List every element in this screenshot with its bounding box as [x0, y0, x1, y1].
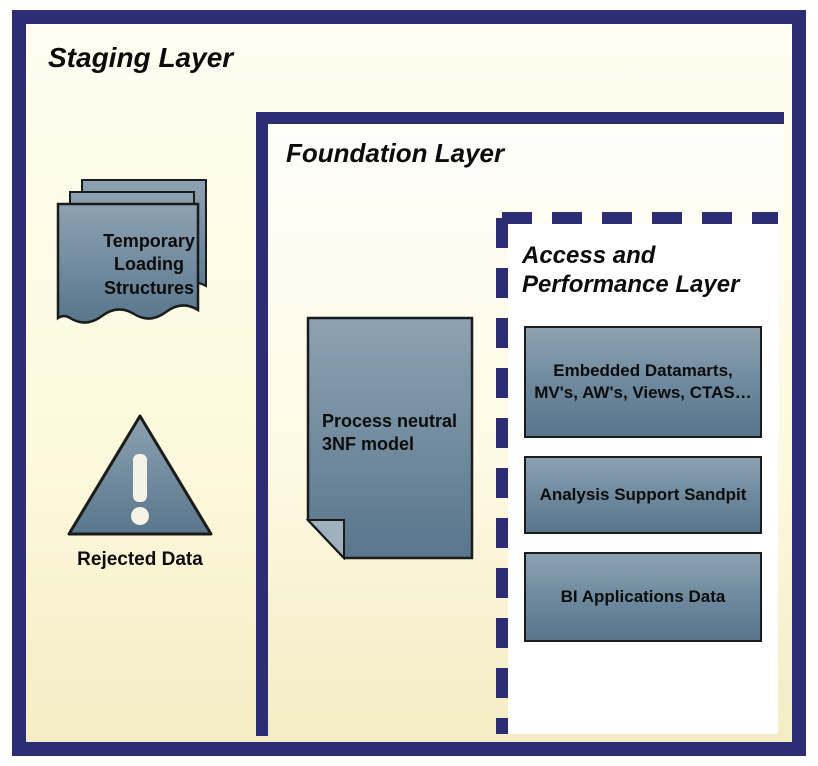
access-layer-frame: Access and Performance Layer Embedded Da… — [508, 224, 778, 734]
doc-stack-label: Temporary Loading Structures — [84, 230, 214, 300]
access-box-bi: BI Applications Data — [524, 552, 762, 642]
warning-icon — [65, 412, 215, 540]
sheet-label: Process neutral 3NF model — [322, 410, 476, 457]
sheet-icon: Process neutral 3NF model — [304, 314, 476, 560]
access-box-sandpit: Analysis Support Sandpit — [524, 456, 762, 534]
access-box-datamarts: Embedded Datamarts, MV's, AW's, Views, C… — [524, 326, 762, 438]
rejected-data-label: Rejected Data — [62, 548, 218, 572]
staging-layer-title: Staging Layer — [48, 42, 233, 74]
staging-layer-frame: Staging Layer Temporary Loading Structur… — [12, 10, 806, 756]
warning-block: Rejected Data — [62, 412, 218, 612]
foundation-layer-frame: Foundation Layer Process neutral 3NF mod… — [256, 112, 784, 736]
access-layer-title: Access and Performance Layer — [522, 242, 764, 300]
doc-stack-icon: Temporary Loading Structures — [50, 178, 232, 348]
foundation-layer-title: Foundation Layer — [286, 138, 504, 169]
